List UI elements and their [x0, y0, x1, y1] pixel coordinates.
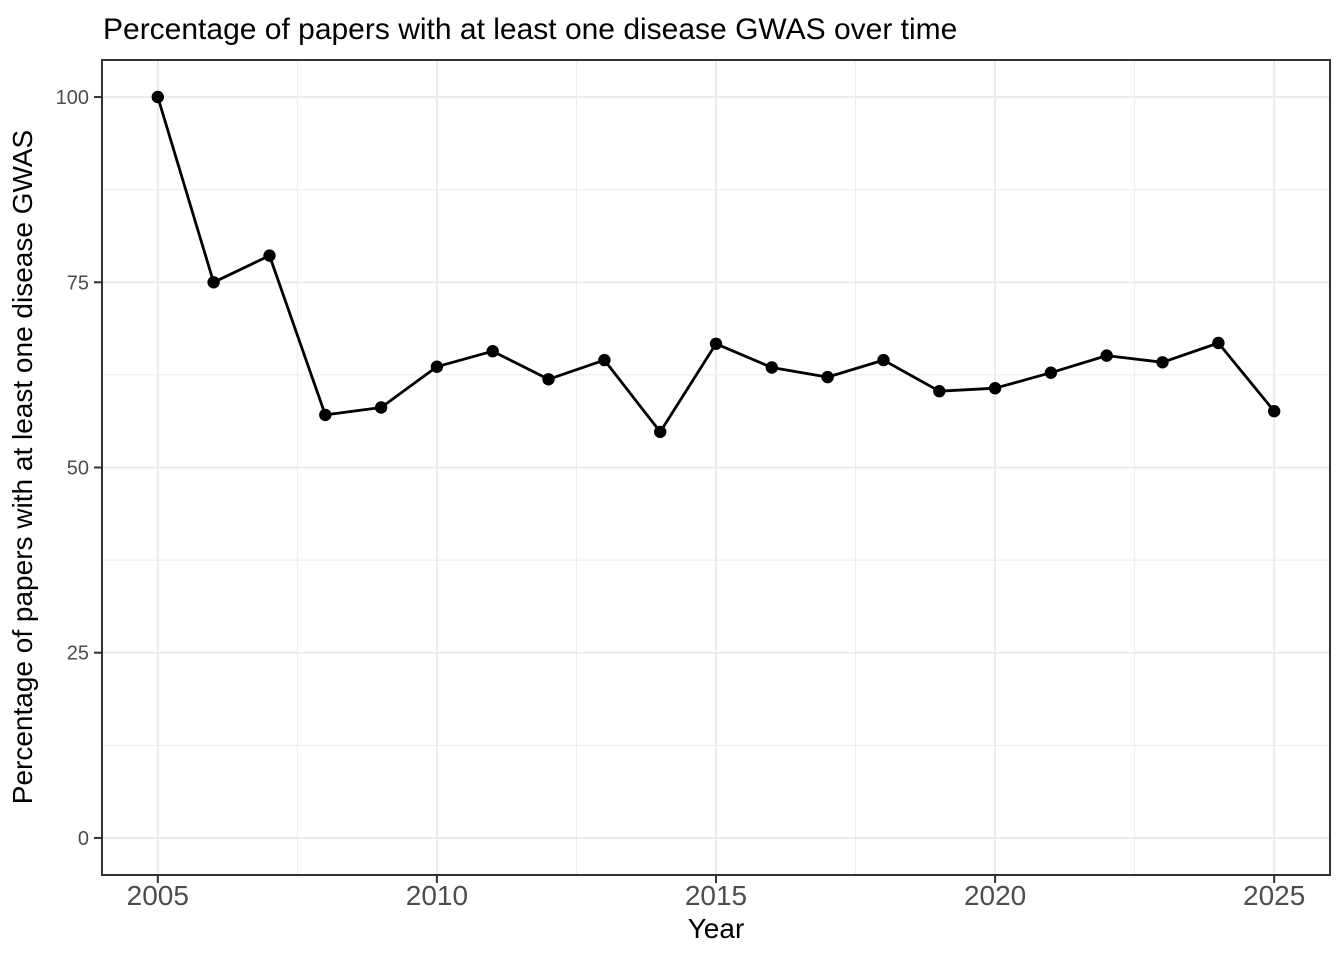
- data-point: [821, 370, 834, 384]
- data-point: [151, 90, 164, 104]
- y-axis-tick-label: 0: [78, 828, 89, 850]
- y-axis-tick-label: 100: [56, 87, 89, 109]
- x-axis-title: Year: [688, 913, 745, 944]
- y-axis-tick-label: 50: [67, 458, 89, 480]
- data-point: [1268, 405, 1281, 418]
- data-point: [877, 353, 890, 367]
- x-axis-tick-label: 2020: [964, 880, 1026, 911]
- x-axis-tick-label: 2005: [127, 880, 189, 911]
- y-axis-title: Percentage of papers with at least one d…: [7, 130, 38, 804]
- x-axis-tick-label: 2025: [1243, 880, 1305, 911]
- data-point: [319, 408, 332, 422]
- data-point: [933, 385, 946, 398]
- data-point: [598, 353, 611, 367]
- x-axis-tick-label: 2010: [406, 880, 468, 911]
- major-gridlines: [102, 60, 1330, 875]
- y-axis-tick-label: 75: [67, 272, 89, 294]
- data-points: [151, 90, 1281, 439]
- data-point: [207, 276, 220, 289]
- axis-tick-marks: [94, 96, 1276, 883]
- data-point: [486, 345, 499, 358]
- data-point: [374, 401, 388, 414]
- data-point: [1212, 336, 1225, 350]
- data-point: [1100, 349, 1113, 362]
- x-axis-tick-label: 2015: [685, 880, 747, 911]
- y-axis-tick-labels: 0 25 50 75 100: [56, 87, 89, 850]
- plot-title: Percentage of papers with at least one d…: [103, 13, 957, 46]
- data-point: [709, 337, 723, 350]
- data-point: [263, 249, 276, 262]
- x-axis-tick-labels: 2005 2010 2015 2020 2025: [127, 880, 1306, 911]
- data-point: [988, 382, 1002, 395]
- data-point: [1156, 356, 1169, 369]
- y-axis-tick-label: 25: [67, 643, 89, 665]
- data-point: [430, 360, 444, 373]
- data-point: [654, 425, 667, 439]
- data-point: [765, 361, 778, 374]
- data-point: [1044, 366, 1058, 379]
- data-point: [542, 373, 555, 386]
